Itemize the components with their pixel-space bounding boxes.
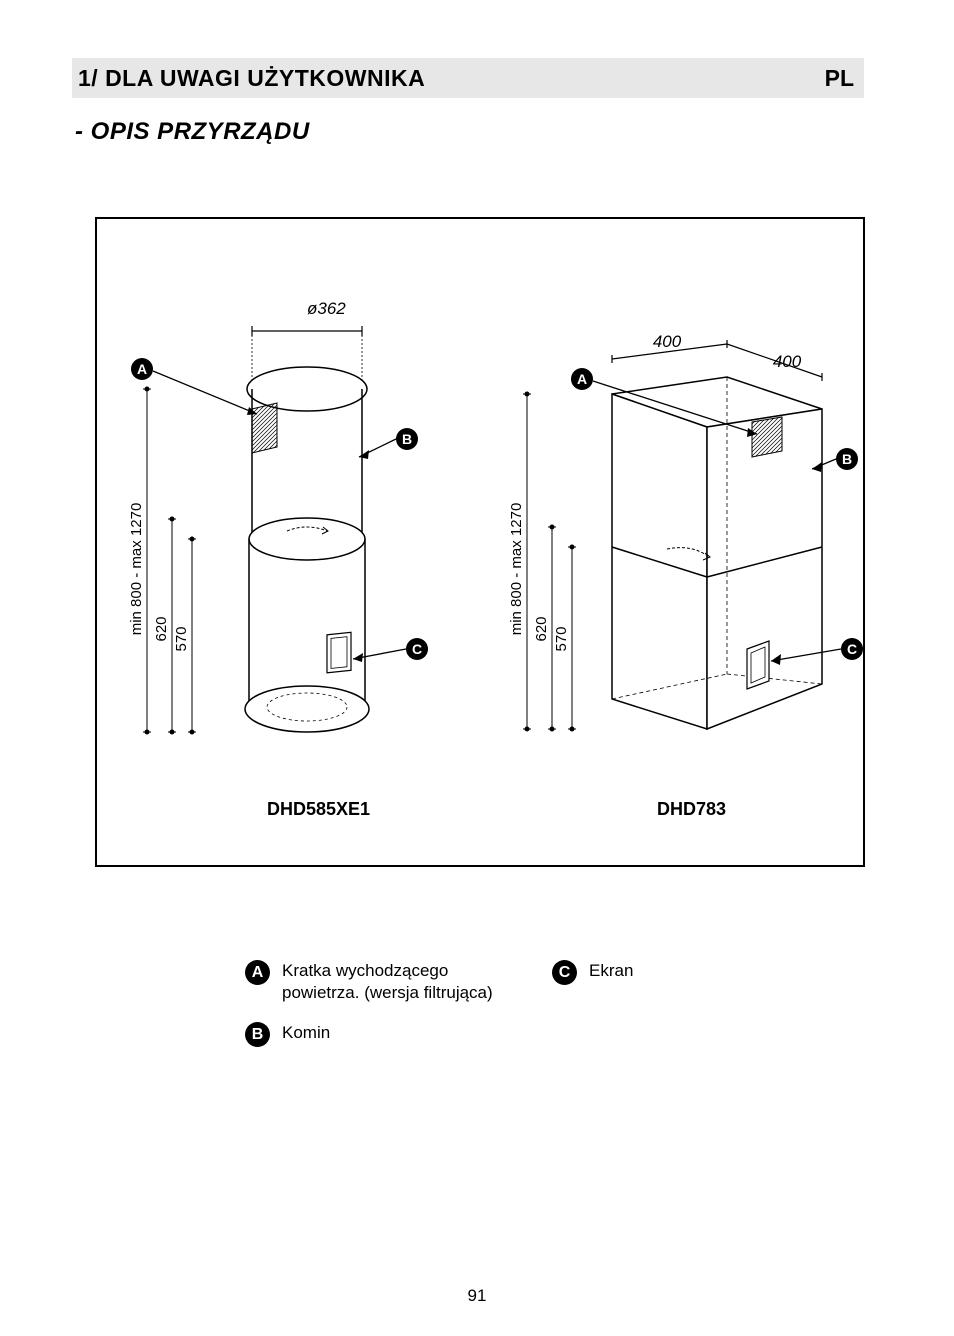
legend-badge-C: C [552,960,577,985]
control-panel-right [747,641,769,689]
header-bar: 1/ DLA UWAGI UŻYTKOWNIKA PL [72,58,864,98]
section-title: 1/ DLA UWAGI UŻYTKOWNIKA [78,65,425,92]
legend: A Kratka wychodzącego powietrza. (wersja… [245,960,845,1065]
callout-B-right: B [842,451,852,467]
legend-text-B: Komin [282,1022,330,1044]
dim620-left: 620 [153,616,170,641]
legend-badge-A: A [245,960,270,985]
width-label: 400 [653,332,682,351]
diagram-area: ø362 [97,219,863,865]
right-diagram: 400 400 [467,229,867,789]
figure-box: ø362 [95,217,865,867]
page-number: 91 [0,1286,954,1306]
subtitle: - OPIS PRZYRZĄDU [75,118,310,146]
legend-item-C: C Ekran [552,960,633,1004]
callout-A-right: A [577,371,587,387]
dim570-left: 570 [173,626,190,651]
height-range-left: min 800 - max 1270 [128,503,145,636]
legend-text-A: Kratka wychodzącego powietrza. (wersja f… [282,960,512,1004]
callout-B-left: B [402,431,412,447]
callout-A-left: A [137,361,147,377]
legend-text-C: Ekran [589,960,633,982]
legend-item-A: A Kratka wychodzącego powietrza. (wersja… [245,960,512,1004]
diameter-label: ø362 [307,299,346,318]
dim620-right: 620 [533,616,550,641]
left-diagram: ø362 [97,229,477,789]
language-code: PL [825,65,854,92]
right-model-label: DHD783 [657,799,726,820]
legend-item-B: B Komin [245,1022,330,1047]
dim570-right: 570 [553,626,570,651]
control-panel-left [327,632,351,673]
callout-C-right: C [847,641,857,657]
height-range-right: min 800 - max 1270 [508,503,525,636]
legend-badge-B: B [245,1022,270,1047]
callout-C-left: C [412,641,422,657]
left-model-label: DHD585XE1 [267,799,370,820]
